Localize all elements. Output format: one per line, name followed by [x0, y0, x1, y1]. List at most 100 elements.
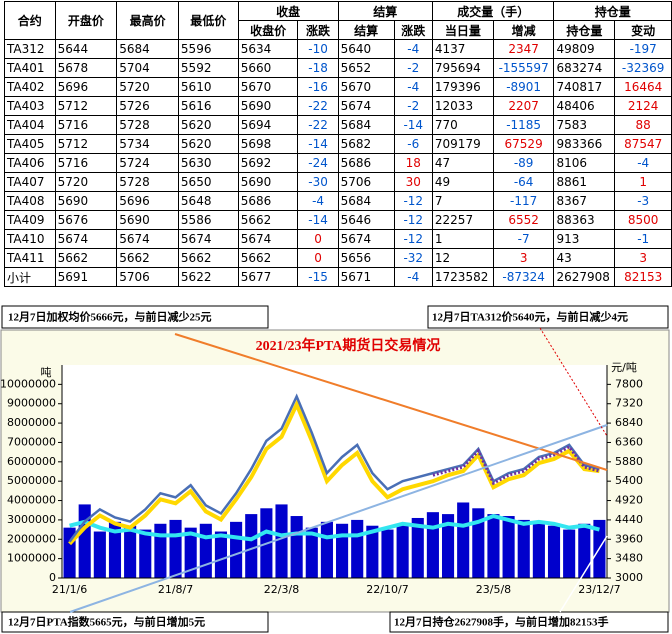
- table-cell: 5677: [237, 267, 299, 287]
- table-cell: -32369: [614, 58, 672, 78]
- table-cell: -12: [393, 210, 433, 230]
- y2-tick-label: 6840: [615, 416, 643, 429]
- table-cell: -4: [393, 267, 433, 287]
- table-cell: 5662: [54, 248, 118, 268]
- table-cell: 5726: [116, 96, 179, 116]
- x-tick-label: 22/10/7: [366, 583, 408, 596]
- table-cell: -32: [393, 248, 433, 268]
- table-cell: -87324: [492, 267, 555, 287]
- table-cell: 5706: [116, 267, 179, 287]
- y2-tick-label: 3480: [615, 552, 643, 565]
- volume-bar: [139, 529, 152, 578]
- table-row: TA409 5676 5690 5586 5662 -14 5646 -12 22257 6552…: [4, 210, 672, 230]
- y2-tick-label: 7320: [615, 397, 643, 410]
- header-cell: 持仓量: [553, 1, 672, 21]
- table-cell: 5674: [237, 229, 299, 249]
- y-tick-label: 10000000: [0, 377, 56, 390]
- table-cell: 5720: [54, 172, 118, 192]
- table-cell: 49: [431, 172, 494, 192]
- y-tick-label: 2000000: [7, 532, 56, 545]
- y-tick-label: 1000000: [7, 552, 56, 565]
- pointer-line: [559, 535, 608, 613]
- table-cell: -14: [297, 134, 339, 154]
- table-cell: -24: [297, 153, 339, 173]
- header-cell: 合约: [4, 1, 56, 40]
- y-tick-label: 4000000: [7, 494, 56, 507]
- table-cell: -4: [393, 39, 433, 59]
- y2-tick-label: 5880: [615, 455, 643, 468]
- table-cell: -7: [492, 229, 555, 249]
- table-cell: 5674: [54, 229, 118, 249]
- table-cell: 5671: [337, 267, 395, 287]
- header-row: 合约 开盘价 最高价 最低价 收盘 结算 成交量（手） 持仓量: [4, 1, 672, 40]
- volume-bar: [93, 531, 106, 578]
- table-cell: TA404: [4, 115, 56, 135]
- table-cell: 5712: [54, 96, 118, 116]
- table-cell: 87547: [614, 134, 672, 154]
- table-cell: 43: [553, 248, 616, 268]
- header-cell: 结算: [337, 1, 433, 21]
- y2-tick-label: 3000: [615, 571, 643, 584]
- y2-tick-label: 5400: [615, 474, 643, 487]
- series-line: [68, 393, 600, 543]
- table-row: TA403 5712 5726 5616 5690 -22 5674 -2 12033 2207 4…: [4, 96, 672, 116]
- table-cell: 795694: [431, 58, 494, 78]
- table-cell: 小计: [4, 267, 56, 287]
- header-cell: 当日量: [431, 20, 494, 40]
- table-cell: -1: [614, 229, 672, 249]
- note: 12月7日持仓2627908手，与前日增加82153手: [394, 615, 609, 629]
- volume-bar: [78, 504, 91, 578]
- table-cell: 5690: [116, 210, 179, 230]
- volume-bar: [320, 521, 333, 578]
- table-cell: 5728: [116, 172, 179, 192]
- table-cell: TA407: [4, 172, 56, 192]
- trend-line: [69, 424, 608, 613]
- table-cell: -30: [297, 172, 339, 192]
- table-row: 小计 5691 5706 5622 5677 -15 5671 -4 1723582 -87324…: [4, 267, 672, 287]
- table-cell: TA408: [4, 191, 56, 211]
- volume-bar: [487, 514, 500, 578]
- table-cell: 16464: [614, 77, 672, 97]
- table-cell: 5716: [54, 153, 118, 173]
- note: 12月7日加权均价5666元，与前日减少25元: [8, 310, 212, 324]
- table-row: TA407 5720 5728 5650 5690 -30 5706 30 49 -64 8861 1: [4, 172, 672, 192]
- chart: 12月7日加权均价5666元，与前日减少25元 12月7日TA312价5640元…: [0, 305, 670, 633]
- table-cell: 5620: [177, 115, 239, 135]
- header-cell: 成交量（手）: [431, 1, 555, 21]
- table-cell: 5620: [177, 134, 239, 154]
- table-cell: -14: [393, 115, 433, 135]
- y2-axis-label: 元/吨: [611, 361, 637, 374]
- volume-bar: [366, 525, 379, 578]
- table-cell: 5674: [116, 229, 179, 249]
- volume-bar: [457, 502, 470, 578]
- header-cell: 收盘价: [237, 20, 299, 40]
- table-cell: TA312: [4, 39, 56, 59]
- table-cell: 4137: [431, 39, 494, 59]
- series-line: [432, 444, 600, 486]
- table-cell: -89: [492, 153, 555, 173]
- table-cell: 5691: [54, 267, 118, 287]
- table-cell: 5734: [116, 134, 179, 154]
- table-cell: 7: [431, 191, 494, 211]
- table-cell: TA402: [4, 77, 56, 97]
- table-cell: 5686: [337, 153, 395, 173]
- table-cell: -16: [297, 77, 339, 97]
- table-cell: 5634: [237, 39, 299, 59]
- note-box: [427, 305, 669, 329]
- table-cell: 8106: [553, 153, 616, 173]
- table-cell: 47: [431, 153, 494, 173]
- y2-tick-label: 3960: [615, 532, 643, 545]
- table-cell: 2627908: [553, 267, 616, 287]
- header-cell: 持仓量: [553, 20, 616, 40]
- table-cell: 6552: [492, 210, 555, 230]
- table-cell: 5662: [237, 248, 299, 268]
- volume-bar: [441, 514, 455, 578]
- table-cell: 179396: [431, 77, 494, 97]
- table-cell: 2124: [614, 96, 672, 116]
- table-cell: 5662: [116, 248, 179, 268]
- header-cell: 涨跌: [393, 20, 433, 40]
- table-cell: -155597: [492, 58, 555, 78]
- table-cell: 5698: [237, 134, 299, 154]
- table-cell: 8500: [614, 210, 672, 230]
- table-cell: 5678: [54, 58, 118, 78]
